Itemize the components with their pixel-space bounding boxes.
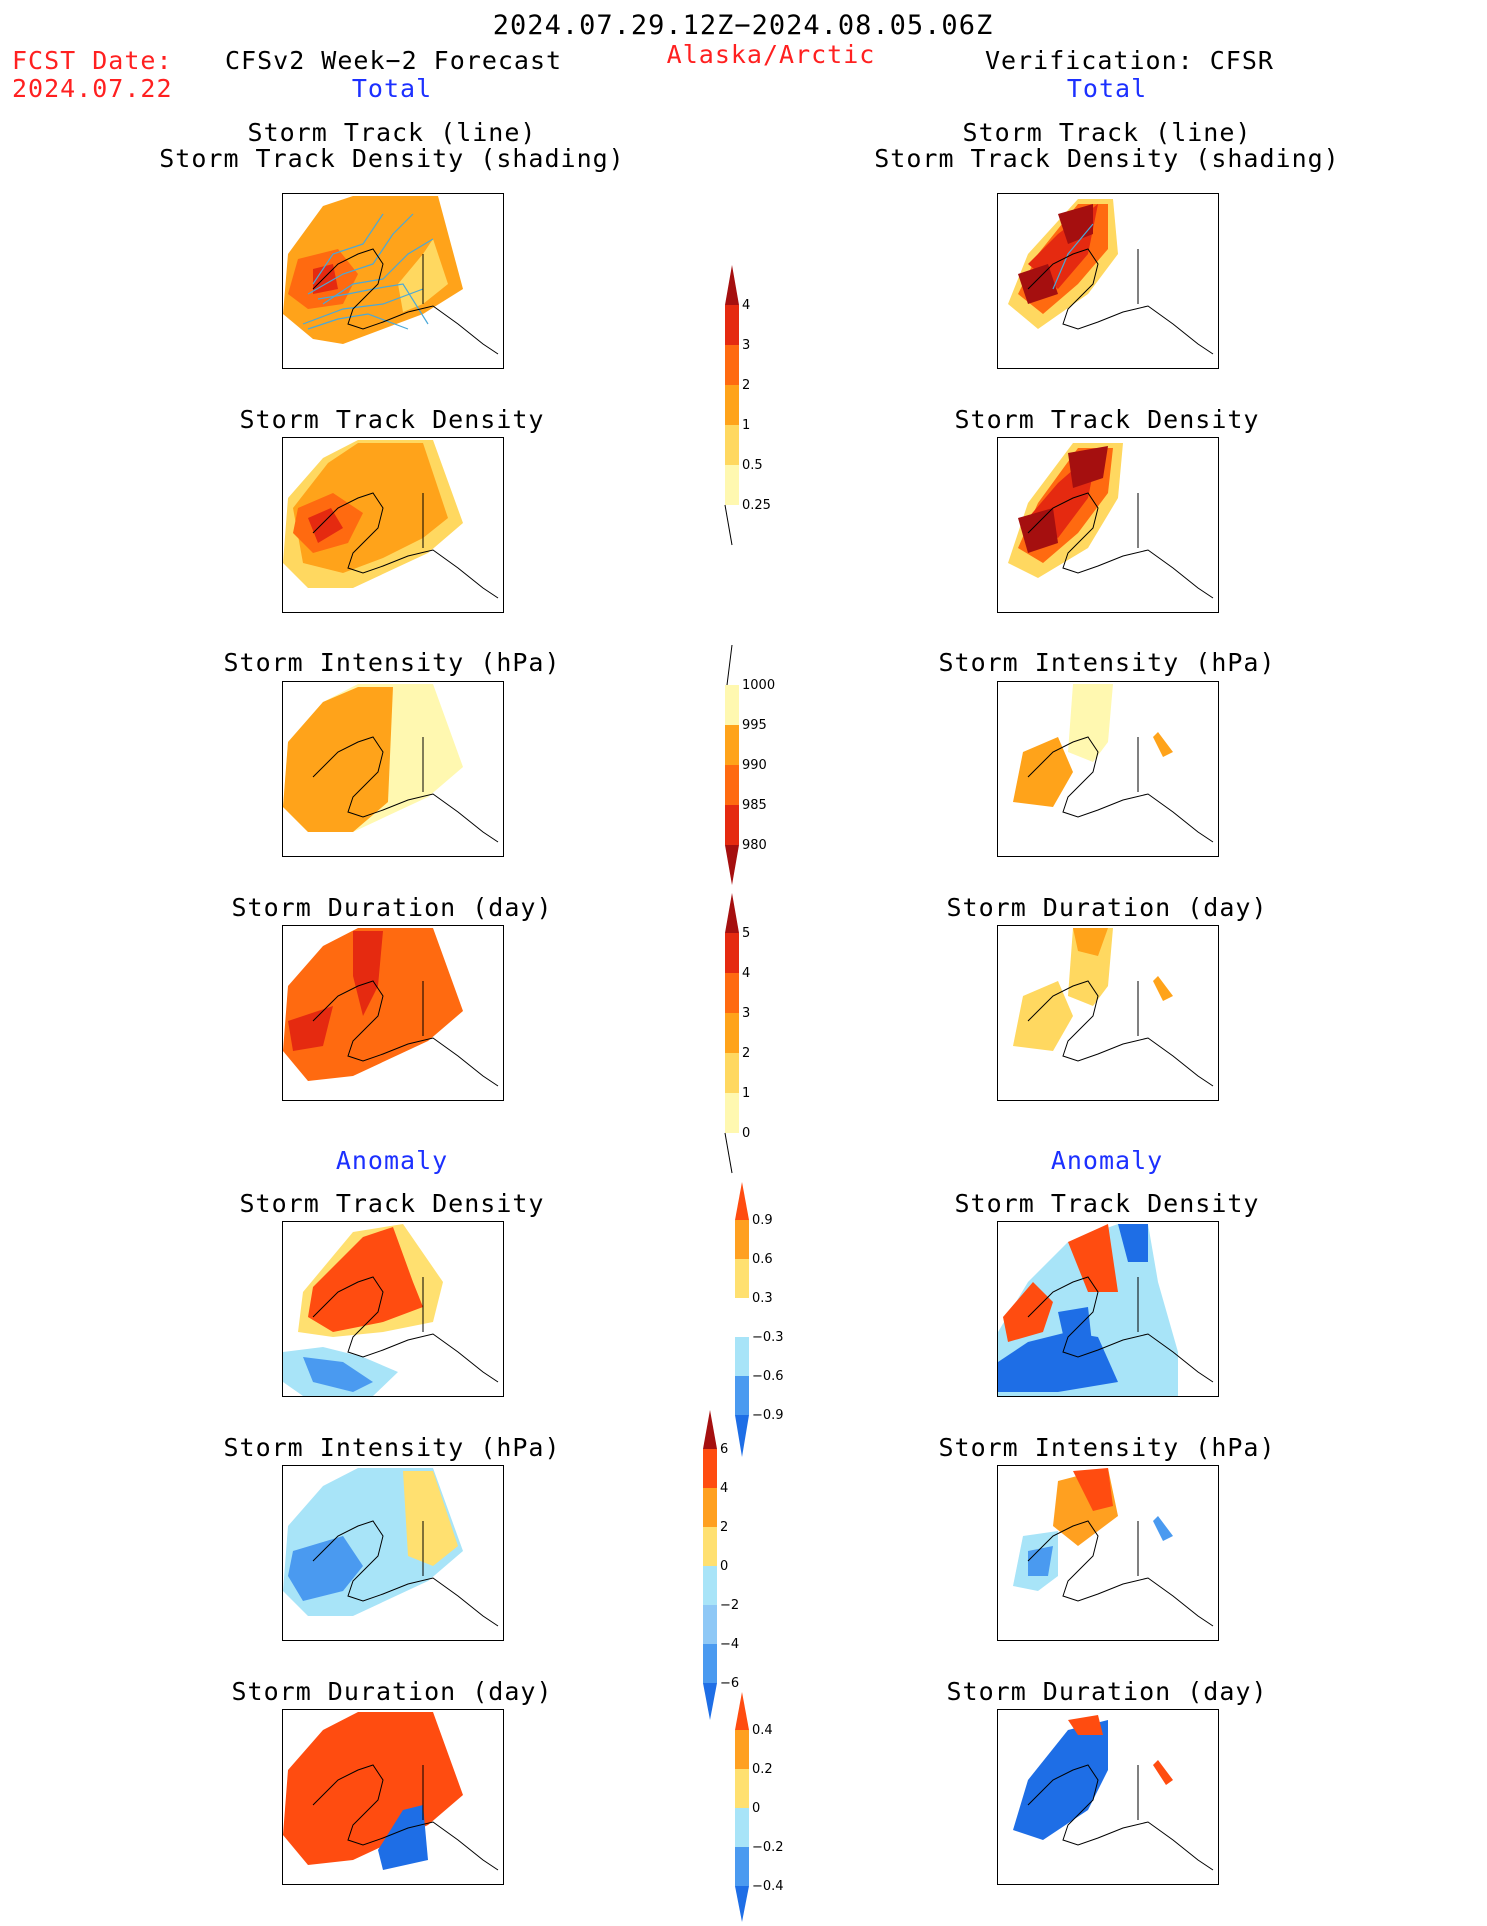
map-track-verification — [997, 193, 1219, 369]
left-anomaly-label: Anomaly — [335, 1146, 449, 1175]
title-duration-anom-right: Storm Duration (day) — [946, 1677, 1268, 1706]
colorbar-intensity-anomaly-tick: −4 — [720, 1637, 739, 1652]
fcst-date-label: FCST Date: — [12, 46, 173, 75]
colorbar-duration-anomaly-tick: 0.2 — [752, 1762, 773, 1777]
colorbar-duration-tick: 3 — [742, 1006, 750, 1021]
map-density-forecast — [282, 437, 504, 613]
colorbar-intensity-tick: 1000 — [742, 678, 775, 693]
colorbar-intensity-anomaly: 6 4 2 0 −2 −4 −6 — [703, 1410, 763, 1724]
title-density-anom-right: Storm Track Density — [954, 1189, 1260, 1218]
colorbar-duration-anomaly-tick: −0.4 — [752, 1879, 784, 1894]
right-total-label: Total — [1066, 74, 1148, 103]
title-track-line-left: Storm Track (line) — [247, 118, 537, 147]
title-duration-left: Storm Duration (day) — [231, 893, 553, 922]
title-track-shading-left: Storm Track Density (shading) — [159, 144, 625, 173]
title-density-right: Storm Track Density — [954, 405, 1260, 434]
colorbar-intensity-anomaly-tick: 4 — [720, 1481, 728, 1496]
colorbar-duration-anomaly: 0.4 0.2 0 −0.2 −0.4 — [735, 1692, 795, 1926]
right-anomaly-label: Anomaly — [1050, 1146, 1164, 1175]
colorbar-duration: 5 4 3 2 1 0 — [724, 893, 785, 1177]
colorbar-intensity-tick: 990 — [742, 758, 767, 773]
colorbar-intensity: 1000 995 990 985 980 — [725, 644, 785, 889]
colorbar-intensity-anomaly-tick: 6 — [720, 1442, 728, 1457]
map-duration-forecast — [282, 925, 504, 1101]
title-density-left: Storm Track Density — [239, 405, 545, 434]
title-intensity-anom-left: Storm Intensity (hPa) — [223, 1433, 561, 1462]
colorbar-duration-tick: 4 — [742, 966, 750, 981]
forecast-period: 2024.07.29.12Z−2024.08.05.06Z — [492, 10, 994, 41]
colorbar-density-tick: 1 — [742, 418, 750, 433]
map-density-anomaly-verification — [997, 1221, 1219, 1397]
title-intensity-right: Storm Intensity (hPa) — [938, 648, 1276, 677]
colorbar-density-tick: 3 — [742, 338, 750, 353]
colorbar-density-tick: 4 — [742, 298, 750, 313]
map-duration-anomaly-forecast — [282, 1709, 504, 1885]
left-column-title: CFSv2 Week−2 Forecast — [225, 46, 563, 75]
colorbar-density-tick: 0.25 — [742, 498, 771, 513]
colorbar-density-anomaly-tick: −0.6 — [752, 1369, 784, 1384]
title-intensity-left: Storm Intensity (hPa) — [223, 648, 561, 677]
map-intensity-forecast — [282, 681, 504, 857]
map-density-verification — [997, 437, 1219, 613]
colorbar-duration-tick: 0 — [742, 1126, 750, 1141]
title-track-line-right: Storm Track (line) — [962, 118, 1252, 147]
right-column-title: Verification: CFSR — [985, 46, 1274, 75]
colorbar-duration-anomaly-tick: 0 — [752, 1801, 760, 1816]
fcst-date-value: 2024.07.22 — [12, 74, 173, 103]
colorbar-intensity-tick: 995 — [742, 718, 767, 733]
colorbar-density-anomaly-tick: 0.6 — [752, 1252, 773, 1267]
title-duration-right: Storm Duration (day) — [946, 893, 1268, 922]
colorbar-density-anomaly-tick: 0.9 — [752, 1213, 773, 1228]
title-density-anom-left: Storm Track Density — [239, 1189, 545, 1218]
colorbar-density-anomaly-tick: −0.3 — [752, 1330, 784, 1345]
colorbar-intensity-tick: 980 — [742, 838, 767, 853]
colorbar-density-anomaly-tick: 0.3 — [752, 1291, 773, 1306]
region-label: Alaska/Arctic — [666, 40, 876, 69]
title-intensity-anom-right: Storm Intensity (hPa) — [938, 1433, 1276, 1462]
map-track-forecast — [282, 193, 504, 369]
colorbar-intensity-anomaly-tick: −2 — [720, 1598, 739, 1613]
colorbar-duration-tick: 2 — [742, 1046, 750, 1061]
colorbar-duration-tick: 1 — [742, 1086, 750, 1101]
colorbar-density: 4 3 2 1 0.5 0.25 — [724, 265, 785, 549]
colorbar-duration-anomaly-tick: 0.4 — [752, 1723, 773, 1738]
colorbar-intensity-tick: 985 — [742, 798, 767, 813]
colorbar-intensity-anomaly-tick: 0 — [720, 1559, 728, 1574]
colorbar-density-tick: 2 — [742, 378, 750, 393]
map-intensity-anomaly-forecast — [282, 1465, 504, 1641]
colorbar-intensity-anomaly-tick: −6 — [720, 1676, 739, 1691]
colorbar-duration-anomaly-tick: −0.2 — [752, 1840, 784, 1855]
map-intensity-anomaly-verification — [997, 1465, 1219, 1641]
colorbar-density-anomaly-tick: −0.9 — [752, 1408, 784, 1423]
colorbar-density-tick: 0.5 — [742, 458, 763, 473]
map-intensity-verification — [997, 681, 1219, 857]
left-total-label: Total — [351, 74, 433, 103]
colorbar-density-anomaly: 0.9 0.6 0.3 −0.3 −0.6 −0.9 — [735, 1182, 795, 1461]
colorbar-intensity-anomaly-tick: 2 — [720, 1520, 728, 1535]
colorbar-duration-tick: 5 — [742, 926, 750, 941]
title-duration-anom-left: Storm Duration (day) — [231, 1677, 553, 1706]
title-track-shading-right: Storm Track Density (shading) — [874, 144, 1340, 173]
map-duration-anomaly-verification — [997, 1709, 1219, 1885]
map-duration-verification — [997, 925, 1219, 1101]
map-density-anomaly-forecast — [282, 1221, 504, 1397]
